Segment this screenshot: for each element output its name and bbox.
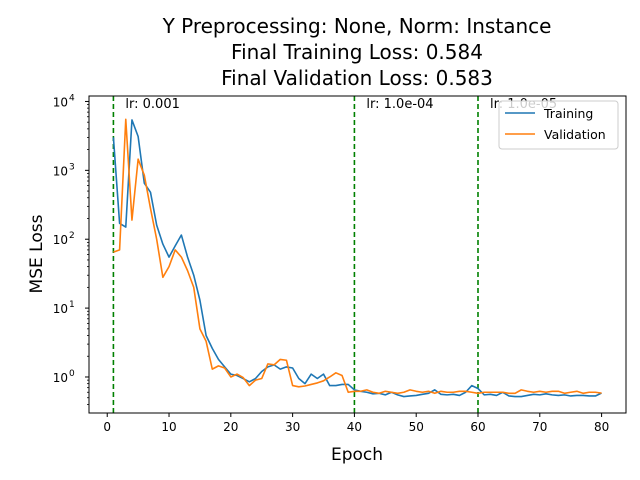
x-tick-label: 50 xyxy=(409,420,424,434)
y-tick-exponent: 4 xyxy=(69,93,75,103)
y-axis-label: MSE Loss xyxy=(27,214,47,293)
y-tick-base: 10 xyxy=(53,164,68,178)
y-tick-exponent: 0 xyxy=(69,369,75,379)
x-axis-ticks: 0 10 20 30 40 50 60 70 80 xyxy=(103,413,609,434)
x-tick-label: 0 xyxy=(103,420,111,434)
legend-label-validation: Validation xyxy=(544,127,606,142)
x-axis-label: Epoch xyxy=(331,445,383,465)
y-tick-base: 10 xyxy=(53,95,68,109)
chart-title-line-2: Final Training Loss: 0.584 xyxy=(231,40,483,64)
y-tick-base: 10 xyxy=(53,233,68,247)
lr-marker-label-1: lr: 1.0e-04 xyxy=(366,97,433,112)
x-tick-label: 10 xyxy=(161,420,176,434)
x-tick-label: 60 xyxy=(470,420,485,434)
y-tick-label: 10 xyxy=(53,95,68,109)
chart-title-line-1: Y Preprocessing: None, Norm: Instance xyxy=(162,14,552,38)
y-tick-exponent: 3 xyxy=(69,162,75,172)
x-tick-label: 30 xyxy=(285,420,300,434)
y-tick-label: 10 xyxy=(53,233,68,247)
y-tick-label: 10 xyxy=(53,164,68,178)
x-tick-label: 40 xyxy=(347,420,362,434)
y-tick-label: 10 xyxy=(53,371,68,385)
lr-marker-label-0: lr: 0.001 xyxy=(125,97,179,112)
legend: Training Validation xyxy=(498,100,619,150)
x-tick-label: 80 xyxy=(594,420,609,434)
y-tick-exponent: 1 xyxy=(69,300,75,310)
x-tick-label: 20 xyxy=(223,420,238,434)
chart-title-line-3: Final Validation Loss: 0.583 xyxy=(221,66,493,90)
y-tick-exponent: 2 xyxy=(69,231,75,241)
y-tick-base: 10 xyxy=(53,371,68,385)
series-lines xyxy=(112,118,602,398)
x-tick-label: 70 xyxy=(532,420,547,434)
y-tick-base: 10 xyxy=(53,302,68,316)
legend-label-training: Training xyxy=(543,106,593,121)
series-line-validation xyxy=(113,118,602,395)
y-tick-label: 10 xyxy=(53,302,68,316)
lr-marker-lines xyxy=(112,96,479,413)
